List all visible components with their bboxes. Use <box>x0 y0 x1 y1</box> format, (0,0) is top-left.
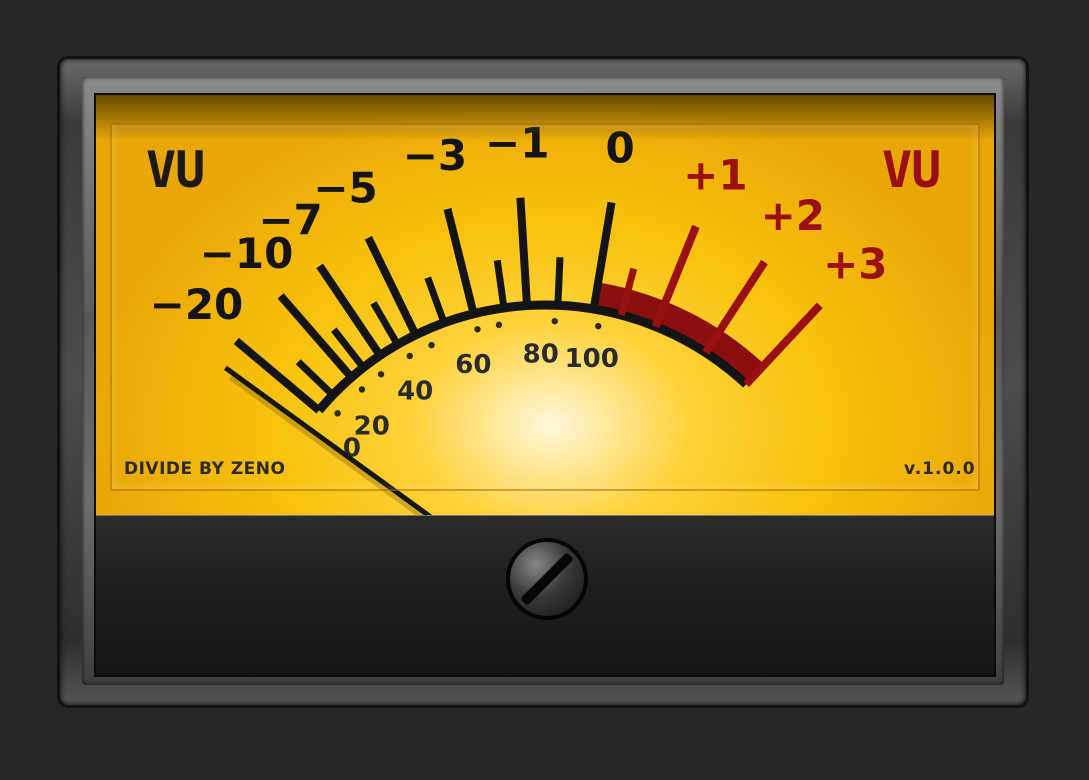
db-label: +2 <box>761 191 825 240</box>
db-label: +3 <box>823 240 887 289</box>
major-tick <box>702 259 768 355</box>
major-tick <box>233 337 322 414</box>
brand-label: DIVIDE BY ZENO <box>124 459 286 479</box>
percent-label: 20 <box>354 411 390 441</box>
percent-dot <box>406 352 413 360</box>
major-tick <box>743 302 823 387</box>
major-tick <box>443 208 478 315</box>
needle-shadow <box>228 372 431 515</box>
red-zone-band <box>593 282 765 384</box>
meter-bezel: −20 −10 −7 −5 −3 −1 0 +1 +2 +3 0 20 40 60 80 100 VU VU… <box>82 77 1004 685</box>
major-tick <box>589 201 616 310</box>
vu-meter: −20 −10 −7 −5 −3 −1 0 +1 +2 +3 0 20 40 60 80 100 VU VU… <box>60 59 1026 705</box>
major-tick <box>651 224 700 328</box>
percent-dot <box>428 341 435 349</box>
major-tick <box>277 293 355 380</box>
percent-label: 60 <box>455 350 491 380</box>
meter-window: −20 −10 −7 −5 −3 −1 0 +1 +2 +3 0 20 40 60 80 100 VU VU… <box>94 93 996 677</box>
minor-tick <box>617 267 638 316</box>
db-label: −5 <box>313 164 377 213</box>
lower-panel <box>96 515 994 675</box>
percent-dot <box>334 410 341 417</box>
percent-dot <box>474 326 481 333</box>
major-tick <box>516 197 531 306</box>
needle-pointer <box>223 365 433 515</box>
major-tick <box>364 236 420 337</box>
db-labels: −20−10−7−5−3 −1 0+1+2+3 <box>150 118 888 329</box>
db-label: −1 <box>485 118 549 167</box>
percent-dot <box>551 317 558 325</box>
db-label: 0 <box>605 124 634 173</box>
percent-dot <box>377 371 385 378</box>
minor-tick <box>554 257 564 306</box>
db-label: +1 <box>683 151 747 200</box>
percent-dot <box>595 322 602 330</box>
dial-face: −20 −10 −7 −5 −3 −1 0 +1 +2 +3 0 20 40 60 80 100 VU VU… <box>96 95 994 515</box>
zero-adjust-screw[interactable] <box>506 538 588 620</box>
major-tick <box>316 263 384 358</box>
scale-arc <box>315 300 750 414</box>
minor-tick <box>370 301 401 347</box>
screw-slot-icon <box>520 552 574 606</box>
vu-label-right: VU <box>882 141 941 199</box>
needle <box>223 365 433 515</box>
minor-tick <box>331 327 367 370</box>
percent-dot <box>495 321 503 329</box>
percent-label: 40 <box>397 377 433 407</box>
percent-dot <box>358 386 366 393</box>
minor-tick <box>424 276 448 324</box>
vu-label-left: VU <box>146 141 205 199</box>
percent-label: 100 <box>565 344 619 374</box>
scale-ticks <box>233 197 823 414</box>
version-label: v.1.0.0 <box>904 459 976 479</box>
minor-tick <box>493 259 508 309</box>
db-label: −7 <box>258 195 322 244</box>
db-label: −10 <box>200 229 294 278</box>
db-label: −20 <box>150 280 244 329</box>
minor-tick <box>295 359 336 398</box>
percent-label: 80 <box>523 340 559 370</box>
db-label: −3 <box>403 131 467 180</box>
